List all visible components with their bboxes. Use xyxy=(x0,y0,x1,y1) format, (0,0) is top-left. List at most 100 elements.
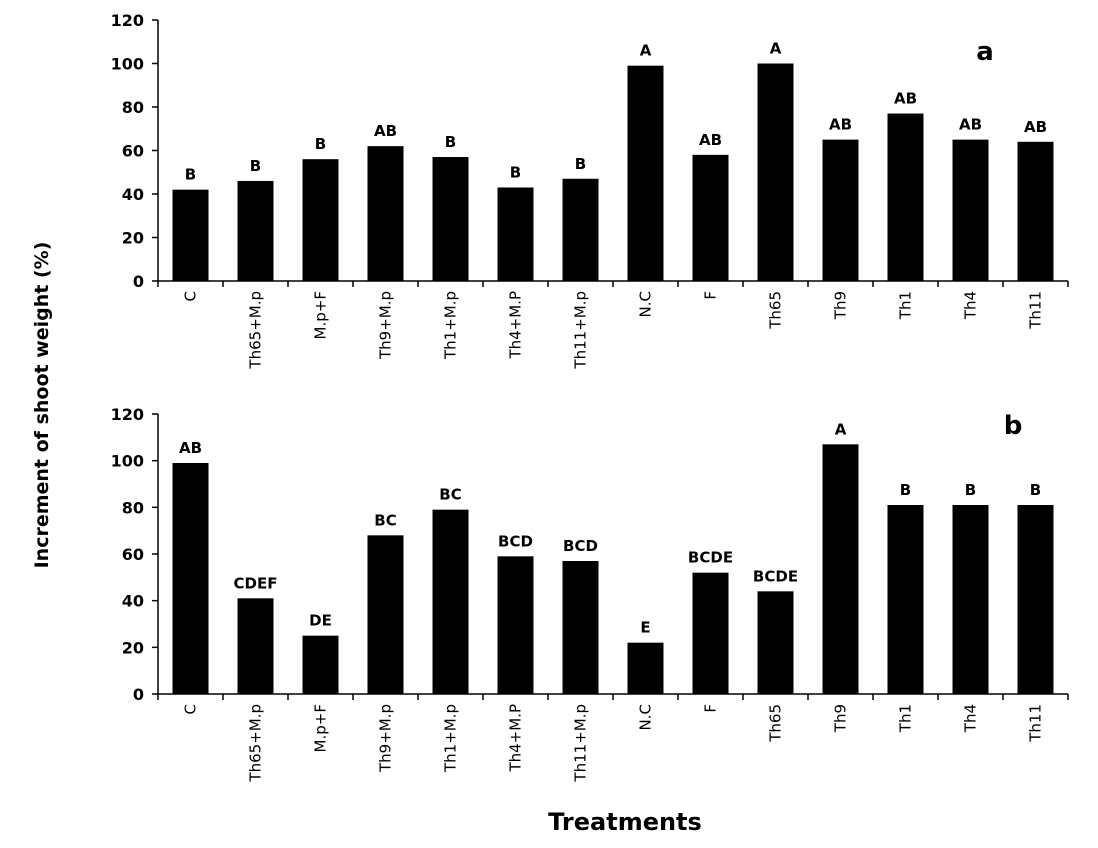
x-tick-label: Th65+M.p xyxy=(247,291,265,370)
bar-significance-label: B xyxy=(575,155,586,173)
y-tick-label: 0 xyxy=(133,272,144,291)
bar-Th11 xyxy=(1017,505,1054,694)
bar-significance-label: AB xyxy=(374,122,397,140)
bar-Th4+M.P xyxy=(497,556,534,694)
y-tick-label: 100 xyxy=(111,55,144,74)
panel-b: 020406080100120ABCCDEFTh65+M.pDEM.p+FBCT… xyxy=(111,405,1069,783)
bar-Th9+M.p xyxy=(367,146,404,281)
bar-F xyxy=(692,154,729,281)
y-tick-label: 0 xyxy=(133,685,144,704)
x-tick-label: Th65 xyxy=(767,291,785,330)
x-tick-label: Th9 xyxy=(832,704,850,733)
y-tick-label: 40 xyxy=(122,185,144,204)
panel-label: b xyxy=(1004,411,1023,441)
x-axis-title: Treatments xyxy=(548,808,702,836)
bar-significance-label: B xyxy=(510,163,521,181)
bar-significance-label: AB xyxy=(829,116,852,134)
y-tick-label: 20 xyxy=(122,638,144,657)
x-tick-label: Th9 xyxy=(832,291,850,320)
bar-Th1 xyxy=(887,505,924,694)
bar-Th4+M.P xyxy=(497,187,534,281)
x-tick-label: C xyxy=(182,704,200,714)
bar-significance-label: AB xyxy=(959,116,982,134)
bar-Th11+M.p xyxy=(562,561,599,694)
bar-Th65 xyxy=(757,63,794,281)
bar-M.p+F xyxy=(302,159,339,281)
bar-Th65 xyxy=(757,591,794,694)
bar-N.C xyxy=(627,642,664,694)
bar-significance-label: AB xyxy=(894,90,917,108)
x-tick-label: C xyxy=(182,291,200,301)
bar-significance-label: DE xyxy=(309,612,332,630)
x-tick-label: Th65+M.p xyxy=(247,704,265,783)
x-tick-label: Th65 xyxy=(767,704,785,743)
bar-Th65+M.p xyxy=(237,598,274,694)
y-tick-label: 120 xyxy=(111,11,144,30)
y-tick-label: 40 xyxy=(122,592,144,611)
y-tick-label: 100 xyxy=(111,452,144,471)
bar-significance-label: A xyxy=(640,42,652,60)
bar-significance-label: B xyxy=(965,481,976,499)
x-tick-label: F xyxy=(702,704,720,713)
bar-significance-label: A xyxy=(770,40,782,58)
y-tick-label: 60 xyxy=(122,142,144,161)
y-tick-label: 80 xyxy=(122,98,144,117)
bar-Th65+M.p xyxy=(237,180,274,281)
bar-C xyxy=(172,189,209,281)
x-tick-label: Th9+M.p xyxy=(377,704,395,773)
bar-Th4 xyxy=(952,139,989,281)
y-tick-label: 80 xyxy=(122,498,144,517)
x-tick-label: Th4+M.P xyxy=(507,291,525,360)
bar-significance-label: B xyxy=(900,481,911,499)
bar-significance-label: BCDE xyxy=(688,549,733,567)
x-tick-label: Th11+M.p xyxy=(572,291,590,370)
bar-M.p+F xyxy=(302,635,339,694)
bar-significance-label: BCD xyxy=(563,537,598,555)
x-tick-label: Th1+M.p xyxy=(442,291,460,360)
x-tick-label: Th11 xyxy=(1027,704,1045,743)
panel-label: a xyxy=(976,37,994,67)
bar-significance-label: BCDE xyxy=(753,567,798,585)
x-tick-label: N.C xyxy=(637,291,655,317)
bar-Th1 xyxy=(887,113,924,282)
bar-N.C xyxy=(627,65,664,281)
bar-Th4 xyxy=(952,505,989,694)
x-tick-label: M.p+F xyxy=(312,291,330,339)
bar-significance-label: BC xyxy=(439,486,461,504)
x-tick-label: Th4 xyxy=(962,291,980,320)
x-tick-label: Th11 xyxy=(1027,291,1045,330)
x-tick-label: F xyxy=(702,291,720,300)
bar-significance-label: E xyxy=(640,619,650,637)
y-tick-label: 20 xyxy=(122,229,144,248)
bar-Th11+M.p xyxy=(562,178,599,281)
bar-significance-label: A xyxy=(835,420,847,438)
bar-significance-label: AB xyxy=(699,131,722,149)
y-axis-title: Increment of shoot weight (%) xyxy=(31,242,53,569)
bar-Th1+M.p xyxy=(432,509,469,694)
bar-significance-label: B xyxy=(315,135,326,153)
x-tick-label: N.C xyxy=(637,704,655,730)
y-tick-label: 60 xyxy=(122,545,144,564)
x-tick-label: Th11+M.p xyxy=(572,704,590,783)
x-tick-label: Th4 xyxy=(962,704,980,733)
bar-significance-label: BCD xyxy=(498,532,533,550)
x-tick-label: Th9+M.p xyxy=(377,291,395,360)
bar-significance-label: B xyxy=(445,133,456,151)
bar-Th9 xyxy=(822,444,859,694)
bar-significance-label: AB xyxy=(179,439,202,457)
y-tick-label: 120 xyxy=(111,405,144,424)
bar-F xyxy=(692,572,729,694)
bar-significance-label: AB xyxy=(1024,118,1047,136)
bar-Th11 xyxy=(1017,141,1054,281)
x-tick-label: Th1+M.p xyxy=(442,704,460,773)
bar-Th9 xyxy=(822,139,859,281)
x-tick-label: Th4+M.P xyxy=(507,704,525,773)
x-tick-label: Th1 xyxy=(897,291,915,320)
bar-Th9+M.p xyxy=(367,535,404,694)
bar-significance-label: BC xyxy=(374,511,396,529)
panel-a: 020406080100120BCBTh65+M.pBM.p+FABTh9+M.… xyxy=(111,11,1069,370)
bar-significance-label: B xyxy=(1030,481,1041,499)
bar-significance-label: B xyxy=(185,166,196,184)
